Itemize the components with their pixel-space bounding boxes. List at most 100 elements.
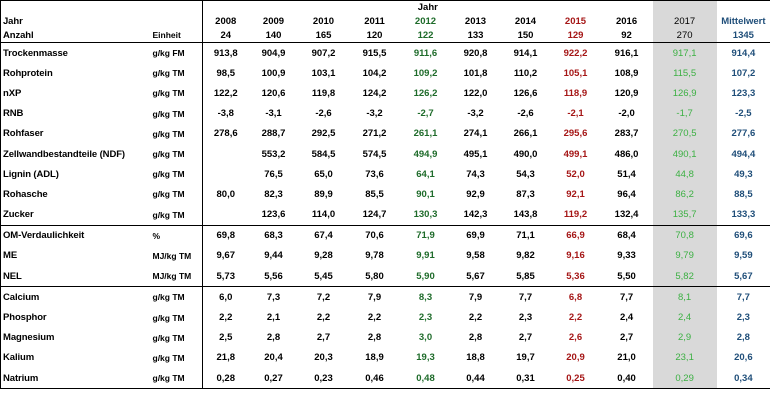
value-cell-2016: 132,4 <box>614 209 639 221</box>
value-cell-2013: 274,1 <box>463 128 488 140</box>
value-cell-2016: 21,0 <box>617 352 636 364</box>
value-cell-2017: 70,8 <box>652 224 717 246</box>
value-cell-2017: 44,8 <box>652 164 717 185</box>
value-cell-2009: 0,27 <box>248 368 299 390</box>
value-cell-2015: 5,36 <box>566 270 585 282</box>
value-cell-2009: 9,44 <box>264 250 283 262</box>
value-cell-2014: 0,31 <box>500 368 551 390</box>
year-2017: 2017 <box>652 14 717 28</box>
count-2014: 150 <box>517 29 534 41</box>
row-label: Lignin (ADL) <box>0 164 151 185</box>
table-row: Kalium g/kg TM 21,8 20,4 20,3 18,9 19,3 18,8 19,… <box>0 347 770 368</box>
value-cell-mittelwert: 2,8 <box>716 327 770 348</box>
row-unit: g/kg TM <box>150 286 203 308</box>
header-blank <box>0 0 151 14</box>
value-cell-2015: 66,9 <box>550 224 601 246</box>
value-cell-2008 <box>203 164 249 184</box>
table-row: Phosphor g/kg TM 2,2 2,1 2,2 2,2 2,3 2,2 2,3 2,2 2… <box>0 307 770 328</box>
year-2014: 2014 <box>514 15 537 27</box>
value-cell-2016: 96,4 <box>617 188 636 200</box>
value-cell-mittelwert: 5,67 <box>716 266 770 287</box>
value-cell-2012: 109,2 <box>413 67 438 79</box>
row-label: Zucker <box>0 204 151 226</box>
value-cell-2012: 8,3 <box>400 286 451 308</box>
value-cell-2013: 2,8 <box>468 332 483 344</box>
row-label: Rohprotein <box>0 63 151 84</box>
value-cell-2016: 51,4 <box>617 168 636 180</box>
value-cell-2016: 283,7 <box>614 128 639 140</box>
value-cell-mittelwert: 20,6 <box>716 347 770 368</box>
value-cell-2014: 490,0 <box>513 148 538 160</box>
table-row: Lignin (ADL) g/kg TM 76,5 65,0 73,6 64,1 74,3 5… <box>0 164 770 185</box>
value-cell-2012: 494,9 <box>413 148 438 160</box>
value-cell-2013: 92,9 <box>466 188 485 200</box>
value-cell-2009: 123,6 <box>261 209 286 221</box>
value-cell-2010: 114,0 <box>311 209 336 221</box>
value-cell-2008: 98,5 <box>216 67 236 79</box>
value-cell-2015: 499,1 <box>563 148 588 160</box>
value-cell-2012: 3,0 <box>418 332 433 344</box>
table-row: Rohasche g/kg TM 80,0 82,3 89,9 85,5 90,1 92,9 8… <box>0 184 770 205</box>
value-cell-2011: 73,6 <box>365 168 384 180</box>
value-cell-2017: 135,7 <box>652 204 717 226</box>
value-cell-mittelwert: 7,7 <box>716 286 770 308</box>
value-cell-2016: 486,0 <box>614 148 639 160</box>
row-unit: g/kg TM <box>150 143 203 165</box>
value-cell-2009: 100,9 <box>261 67 286 79</box>
value-cell-mittelwert: 49,3 <box>716 164 770 185</box>
count-2015: 129 <box>567 29 584 41</box>
value-cell-2010: 65,0 <box>314 168 333 180</box>
value-cell-2013: 142,3 <box>463 209 488 221</box>
value-cell-2013: 495,1 <box>463 148 488 160</box>
row-label: Zellwandbestandteile (NDF) <box>0 143 151 165</box>
table-row: Rohfaser g/kg TM 278,6 288,7 292,5 271,2 261,1… <box>0 123 770 144</box>
value-cell-2017: 9,79 <box>652 245 717 267</box>
row-label: Rohasche <box>0 184 151 205</box>
value-cell-2012: 261,1 <box>413 128 438 140</box>
row-label: NEL <box>0 266 151 287</box>
value-cell-2009: 7,3 <box>248 286 299 308</box>
value-cell-2008: 2,5 <box>219 332 233 344</box>
value-cell-2015: 2,6 <box>568 332 583 344</box>
value-cell-2013: -3,2 <box>467 108 484 120</box>
value-cell-2010: 0,23 <box>298 368 349 390</box>
row-label: Natrium <box>0 368 151 390</box>
year-2016: 2016 <box>615 15 638 27</box>
value-cell-2008: 80,0 <box>216 188 236 200</box>
value-cell-2015: 0,25 <box>550 368 601 390</box>
value-cell-2009: 553,2 <box>261 148 286 160</box>
value-cell-2017: 86,2 <box>652 184 717 205</box>
value-cell-2010: 5,45 <box>314 270 333 282</box>
value-cell-2014: 126,6 <box>513 87 538 99</box>
value-cell-2014: 2,3 <box>518 312 533 324</box>
row-unit: g/kg TM <box>150 184 203 205</box>
table-row: Calcium g/kg TM 6,0 7,3 7,2 7,9 8,3 7,9 7,7 6,8 7,… <box>0 286 770 308</box>
value-cell-2015: 9,16 <box>566 250 585 262</box>
value-cell-mittelwert: 133,3 <box>716 204 770 226</box>
row-unit: g/kg TM <box>150 123 203 144</box>
value-cell-2009: -3,1 <box>265 108 282 120</box>
year-mittelwert: Mittelwert <box>716 14 770 28</box>
value-cell-2015: 2,2 <box>568 312 583 324</box>
value-cell-2016: 120,9 <box>614 87 639 99</box>
table-row: Zellwandbestandteile (NDF) g/kg TM 553,2 58… <box>0 143 770 165</box>
value-cell-2011: 0,46 <box>348 368 401 390</box>
row-unit: g/kg TM <box>150 307 203 328</box>
value-cell-2012: 5,90 <box>416 270 435 282</box>
value-cell-2014: 5,85 <box>516 270 535 282</box>
value-cell-2011: 271,2 <box>362 128 387 140</box>
count-2017: 270 <box>652 28 717 43</box>
value-cell-2010: 2,7 <box>316 332 331 344</box>
value-cell-2009: 5,56 <box>264 270 283 282</box>
table-row: Natrium g/kg TM 0,28 0,27 0,23 0,46 0,48 0,44 0,… <box>0 368 770 390</box>
value-cell-2017: 126,9 <box>652 83 717 104</box>
value-cell-mittelwert: -2,5 <box>716 103 770 124</box>
table-row: NEL MJ/kg TM 5,73 5,56 5,45 5,80 5,90 5,67 5,85 5… <box>0 266 770 287</box>
value-cell-2016: -2,0 <box>618 108 635 120</box>
value-cell-2009: 20,4 <box>264 352 283 364</box>
value-cell-2017: 0,29 <box>652 368 717 390</box>
value-cell-2011: 85,5 <box>365 188 384 200</box>
value-cell-2012: 71,9 <box>400 224 451 246</box>
year-2009: 2009 <box>262 15 285 27</box>
